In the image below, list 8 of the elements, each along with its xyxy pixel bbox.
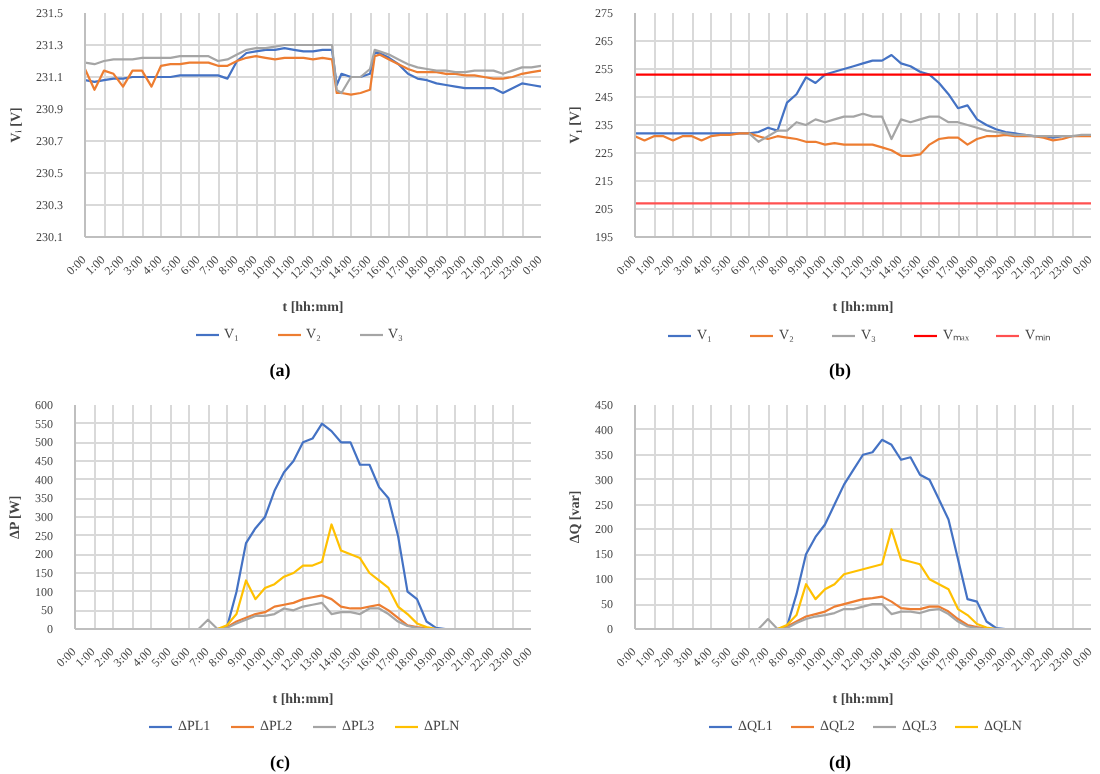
line-series	[225, 422, 447, 629]
line-series	[635, 132, 1091, 157]
text: (a)	[269, 358, 291, 384]
text: (d)	[829, 750, 851, 774]
line-series	[747, 112, 1091, 143]
line-series	[785, 438, 1007, 629]
text: (b)	[829, 358, 851, 384]
text: (c)	[270, 750, 290, 774]
